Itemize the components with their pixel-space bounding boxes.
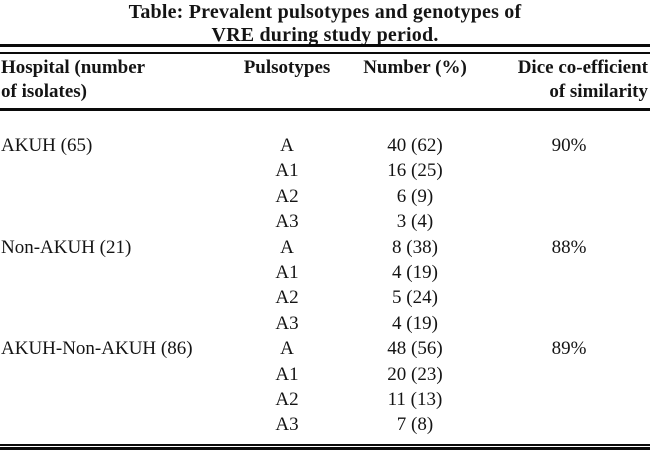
pulsotype-cell: A [280,338,294,360]
number-cell: 3 (4) [396,211,434,233]
dice-cell [488,285,650,310]
top-double-rule-thin [0,52,650,54]
top-double-rule-thick [0,44,650,47]
dice-cell [488,362,650,387]
dice-cell [488,260,650,285]
pulsotype-cell: A3 [275,414,299,436]
header-rule [0,108,650,111]
hospital-cell [0,412,232,437]
pulsotype-cell: A2 [275,185,299,207]
number-cell: 4 (19) [392,312,438,334]
pulsotype-cell: A [280,135,294,156]
dice-cell [488,311,650,336]
pulsotype-cell: A1 [275,363,299,385]
header-dice-line2: of similarity [549,81,648,102]
table-body: AKUH (65) A 40 (62) 90% A1 16 (25) A2 6 (9) A3 3 … [0,133,650,438]
hospital-cell [0,285,232,310]
header-dice-line1: Dice co-efficient [517,57,648,78]
header-hospital: Hospital (number of isolates) [0,56,232,104]
hospital-cell [0,209,232,234]
table-title-line2: VRE during study period. [211,23,439,46]
bottom-double-rule-thin [0,444,650,446]
hospital-cell: AKUH-Non-AKUH (86) [1,338,193,360]
number-cell: 20 (23) [387,363,443,385]
header-pulsotypes: Pulsotypes [243,57,331,78]
number-cell: 48 (56) [387,338,443,360]
header-hospital-line1: Hospital (number [1,57,146,78]
header-number: Number (%) [363,57,467,78]
number-cell: 5 (24) [392,287,438,309]
hospital-cell: AKUH (65) [1,135,93,156]
pulsotype-cell: A3 [275,312,299,334]
table-title: Table: Prevalent pulsotypes and genotype… [0,1,650,46]
number-cell: 4 (19) [392,261,438,283]
pulsotype-cell: A2 [275,287,299,309]
table-title-line1: Table: Prevalent pulsotypes and genotype… [128,1,522,23]
dice-cell [488,209,650,234]
dice-cell: 88% [551,236,587,258]
table-header-row: Hospital (number of isolates) Pulsotypes… [0,56,650,104]
dice-cell [488,387,650,412]
number-cell: 16 (25) [387,160,443,182]
hospital-cell [0,184,232,209]
dice-cell [488,158,650,183]
dice-cell [488,184,650,209]
pulsotype-cell: A2 [275,388,299,410]
hospital-cell [0,158,232,183]
number-cell: 40 (62) [387,135,443,156]
number-cell: 8 (38) [392,236,438,258]
header-dice: Dice co-efficient of similarity [488,56,650,104]
hospital-cell [0,311,232,336]
number-cell: 7 (8) [396,414,434,436]
pulsotype-cell: A [280,236,294,258]
pulsotype-cell: A1 [275,160,299,182]
pulsotype-cell: A3 [275,211,299,233]
number-cell: 11 (13) [387,388,443,410]
dice-cell [488,412,650,437]
dice-cell: 90% [551,135,587,156]
bottom-double-rule-thick [0,447,650,450]
hospital-cell [0,260,232,285]
pulsotype-cell: A1 [275,261,299,283]
header-hospital-line2: of isolates) [1,81,88,102]
hospital-cell [0,387,232,412]
hospital-cell: Non-AKUH (21) [1,236,132,258]
dice-cell: 89% [551,338,587,360]
number-cell: 6 (9) [396,185,434,207]
hospital-cell [0,362,232,387]
